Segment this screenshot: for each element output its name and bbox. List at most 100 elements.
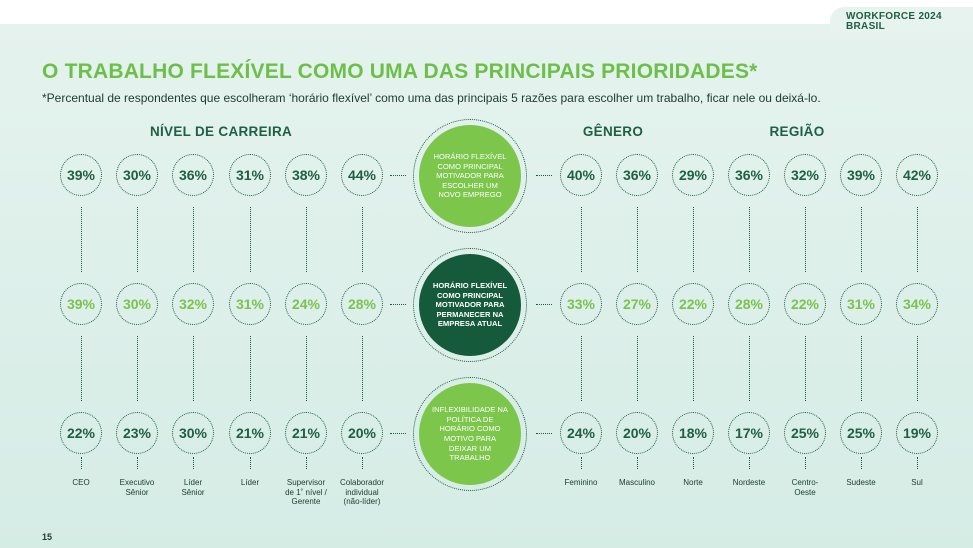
connector-line xyxy=(861,336,862,401)
connector-line xyxy=(693,207,694,272)
percentage-circle: 30% xyxy=(116,283,158,325)
connector-line xyxy=(306,207,307,272)
row-connector-right xyxy=(536,304,552,305)
brand-tab xyxy=(830,7,973,33)
percentage-circle: 27% xyxy=(616,283,658,325)
connector-line xyxy=(81,336,82,401)
connector-line xyxy=(637,207,638,272)
category-label: Centro- Oeste xyxy=(791,478,819,497)
row-connector-left xyxy=(390,433,406,434)
connector-line xyxy=(693,336,694,401)
page-title: O TRABALHO FLEXÍVEL COMO UMA DAS PRINCIP… xyxy=(42,60,758,83)
label-connector-line xyxy=(693,457,694,469)
label-connector-line xyxy=(193,457,194,469)
category-label: Supervisor de 1˚ nível / Gerente xyxy=(285,478,327,506)
category-label: Sul xyxy=(911,478,923,487)
connector-line xyxy=(362,207,363,272)
percentage-circle: 36% xyxy=(616,154,658,196)
percentage-circle: 24% xyxy=(285,283,327,325)
percentage-circle: 34% xyxy=(896,283,938,325)
percentage-circle: 25% xyxy=(784,412,826,454)
connector-line xyxy=(581,336,582,401)
connector-line xyxy=(362,336,363,401)
percentage-circle: 36% xyxy=(728,154,770,196)
page-subtitle: *Percentual de respondentes que escolher… xyxy=(42,91,821,105)
label-connector-line xyxy=(81,457,82,469)
brand-line-2: BRASIL xyxy=(846,21,886,32)
connector-line xyxy=(81,207,82,272)
label-connector-line xyxy=(250,457,251,469)
category-label: Masculino xyxy=(618,478,655,487)
percentage-circle: 22% xyxy=(784,283,826,325)
connector-line xyxy=(917,336,918,401)
connector-line xyxy=(805,336,806,401)
motive-choose-new-job: HORÁRIO FLEXÍVEL COMO PRINCIPAL MOTIVADO… xyxy=(413,119,527,233)
brand-line-1: WORKFORCE 2024 xyxy=(846,11,942,22)
group-label-career: NÍVEL DE CARREIRA xyxy=(149,124,293,139)
percentage-circle: 20% xyxy=(616,412,658,454)
connector-line xyxy=(137,336,138,401)
label-connector-line xyxy=(749,457,750,469)
percentage-circle: 31% xyxy=(229,154,271,196)
connector-line xyxy=(306,336,307,401)
connector-line xyxy=(917,207,918,272)
connector-line xyxy=(193,336,194,401)
label-connector-line xyxy=(306,457,307,469)
percentage-circle: 17% xyxy=(728,412,770,454)
percentage-circle: 28% xyxy=(728,283,770,325)
percentage-circle: 32% xyxy=(172,283,214,325)
top-bar xyxy=(0,0,973,24)
label-connector-line xyxy=(362,457,363,469)
percentage-circle: 38% xyxy=(285,154,327,196)
row-connector-left xyxy=(390,304,406,305)
percentage-circle: 33% xyxy=(560,283,602,325)
label-connector-line xyxy=(917,457,918,469)
percentage-circle: 39% xyxy=(60,154,102,196)
percentage-circle: 20% xyxy=(341,412,383,454)
percentage-circle: 32% xyxy=(784,154,826,196)
percentage-circle: 31% xyxy=(840,283,882,325)
row-connector-right xyxy=(536,175,552,176)
percentage-circle: 30% xyxy=(116,154,158,196)
percentage-circle: 23% xyxy=(116,412,158,454)
percentage-circle: 18% xyxy=(672,412,714,454)
percentage-circle: 21% xyxy=(229,412,271,454)
percentage-circle: 21% xyxy=(285,412,327,454)
connector-line xyxy=(805,207,806,272)
connector-line xyxy=(749,336,750,401)
connector-line xyxy=(637,336,638,401)
label-connector-line xyxy=(805,457,806,469)
label-connector-line xyxy=(637,457,638,469)
group-label-region: REGIÃO xyxy=(769,124,825,139)
percentage-circle: 29% xyxy=(672,154,714,196)
category-label: Líder xyxy=(240,478,260,487)
motive-leave-job: INFLEXIBILIDADE NA POLÍTICA DE HORÁRIO C… xyxy=(413,377,527,491)
connector-line xyxy=(581,207,582,272)
connector-line xyxy=(193,207,194,272)
percentage-circle: 24% xyxy=(560,412,602,454)
percentage-circle: 22% xyxy=(60,412,102,454)
group-label-gender: GÊNERO xyxy=(582,124,644,139)
percentage-circle: 39% xyxy=(840,154,882,196)
category-label: Nordeste xyxy=(732,478,766,487)
page-number: 15 xyxy=(42,532,53,542)
connector-line xyxy=(861,207,862,272)
percentage-circle: 36% xyxy=(172,154,214,196)
percentage-circle: 25% xyxy=(840,412,882,454)
category-label: Feminino xyxy=(564,478,598,487)
connector-line xyxy=(137,207,138,272)
brand-label: WORKFORCE 2024 BRASIL xyxy=(846,12,942,32)
percentage-circle: 28% xyxy=(341,283,383,325)
percentage-circle: 44% xyxy=(341,154,383,196)
percentage-circle: 19% xyxy=(896,412,938,454)
row-connector-left xyxy=(390,175,406,176)
percentage-circle: 30% xyxy=(172,412,214,454)
category-label: Líder Sênior xyxy=(181,478,205,497)
percentage-circle: 31% xyxy=(229,283,271,325)
percentage-circle: 39% xyxy=(60,283,102,325)
percentage-circle: 42% xyxy=(896,154,938,196)
percentage-circle: 40% xyxy=(560,154,602,196)
connector-line xyxy=(250,207,251,272)
category-label: Executivo Sênior xyxy=(119,478,155,497)
label-connector-line xyxy=(137,457,138,469)
